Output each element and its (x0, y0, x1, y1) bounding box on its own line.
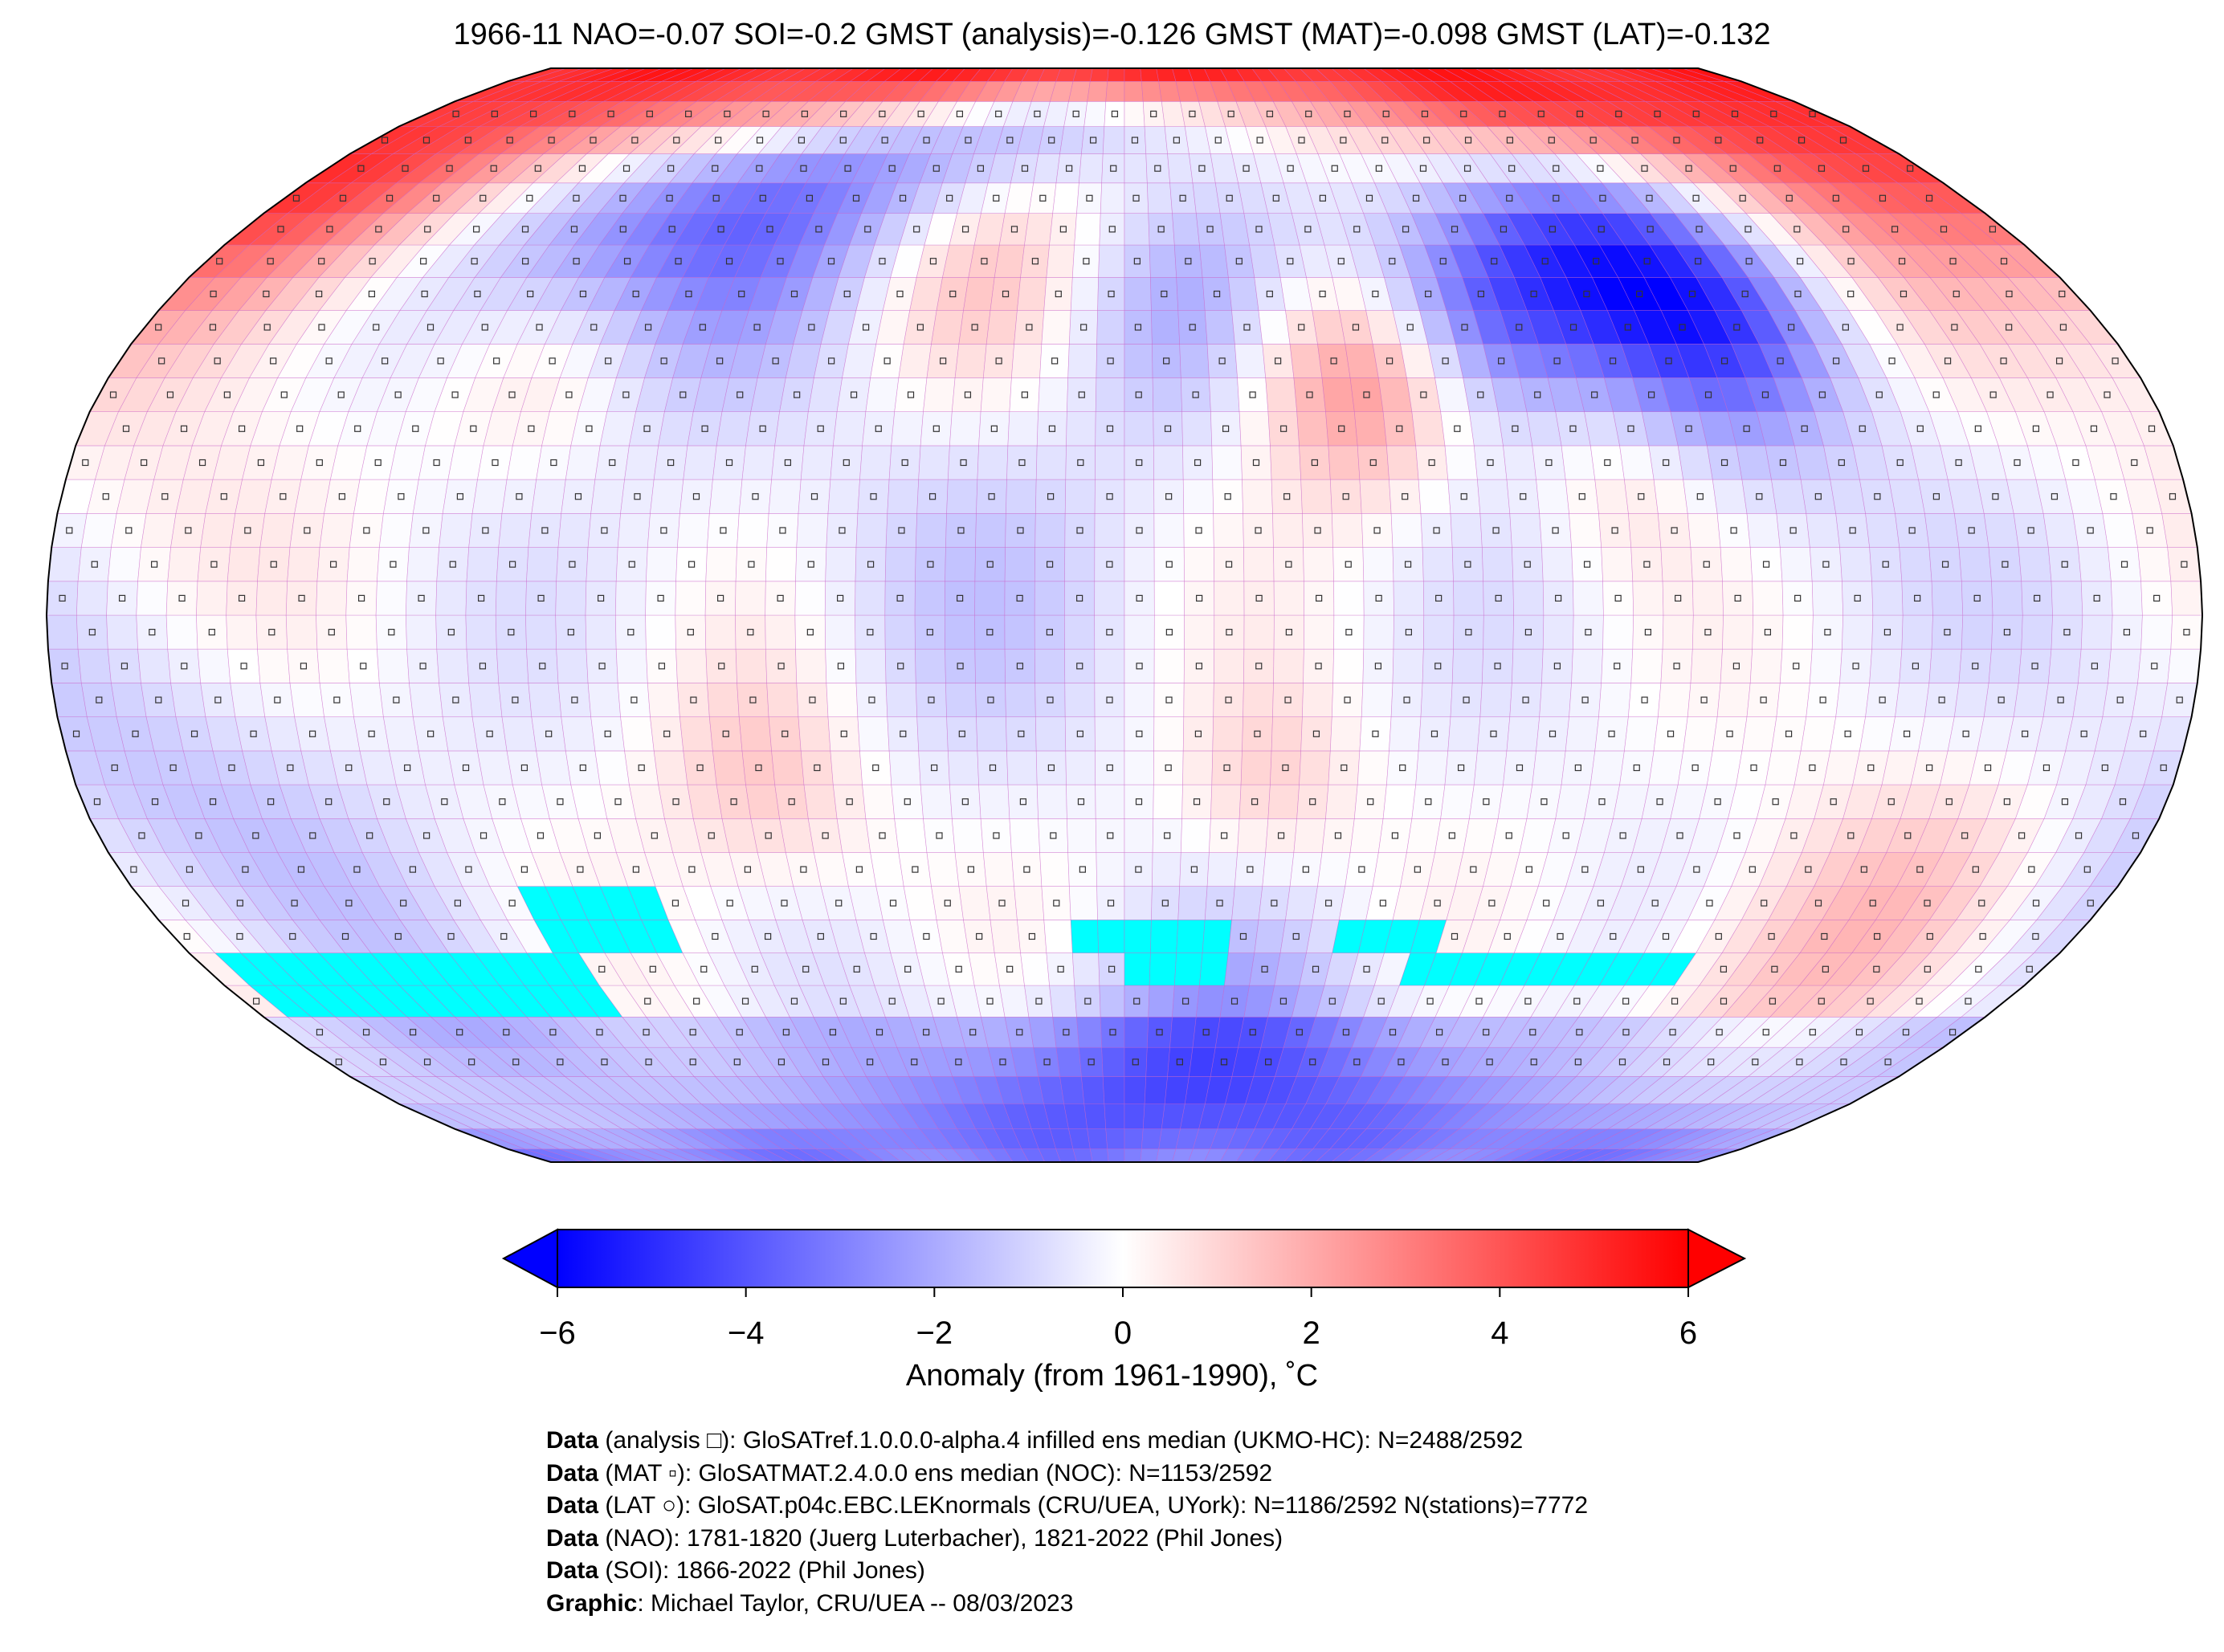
grid-cell (2170, 614, 2202, 650)
colorbar-tick-label: 6 (1679, 1315, 1698, 1351)
credit-label: Data (546, 1427, 599, 1454)
colorbar-extend-low (501, 1228, 558, 1289)
credit-line: Data (LAT ○): GloSAT.p04c.EBC.LEKnormals… (546, 1490, 1588, 1523)
credit-text: (MAT ▫): GloSATMAT.2.4.0.0 ens median (N… (598, 1459, 1273, 1487)
credit-label: Data (546, 1459, 599, 1487)
grid-cells (47, 68, 2202, 1162)
credit-text: (analysis □): GloSATref.1.0.0.0-alpha.4 … (598, 1427, 1524, 1454)
colorbar-tick-label: 4 (1491, 1315, 1509, 1351)
anomaly-map (45, 67, 2204, 1163)
credit-line: Graphic: Michael Taylor, CRU/UEA -- 08/0… (546, 1588, 1588, 1621)
colorbar-tick-label: −6 (539, 1315, 576, 1351)
credit-text: (LAT ○): GloSAT.p04c.EBC.LEKnormals (CRU… (598, 1492, 1589, 1519)
colorbar-tick-label: 0 (1113, 1315, 1132, 1351)
credit-line: Data (analysis □): GloSATref.1.0.0.0-alp… (546, 1425, 1588, 1458)
colorbar-tick-label: −2 (916, 1315, 953, 1351)
credit-label: Data (546, 1557, 599, 1585)
figure-title: 1966-11 NAO=-0.07 SOI=-0.2 GMST (analysi… (453, 18, 1771, 51)
colorbar-tick-label: −4 (727, 1315, 765, 1351)
credit-line: Data (MAT ▫): GloSATMAT.2.4.0.0 ens medi… (546, 1458, 1588, 1491)
credit-text: : Michael Taylor, CRU/UEA -- 08/03/2023 (637, 1589, 1074, 1617)
credit-label: Data (546, 1492, 599, 1519)
credit-text: (NAO): 1781-1820 (Juerg Luterbacher), 18… (598, 1524, 1283, 1552)
credit-text: (SOI): 1866-2022 (Phil Jones) (598, 1557, 925, 1585)
colorbar-extend-high (1687, 1228, 1747, 1289)
credit-label: Graphic (546, 1589, 638, 1617)
colorbar-label: Anomaly (from 1961-1990), ˚C (905, 1359, 1319, 1393)
colorbar-tick-label: 2 (1302, 1315, 1320, 1351)
credit-label: Data (546, 1524, 599, 1552)
credit-line: Data (SOI): 1866-2022 (Phil Jones) (546, 1555, 1588, 1588)
colorbar-gradient (557, 1229, 1689, 1288)
credits: Data (analysis □): GloSATref.1.0.0.0-alp… (546, 1425, 1588, 1621)
colorbar (501, 1228, 1747, 1297)
colorbar-tickmarks (557, 1287, 1689, 1297)
credit-line: Data (NAO): 1781-1820 (Juerg Luterbacher… (546, 1523, 1588, 1556)
